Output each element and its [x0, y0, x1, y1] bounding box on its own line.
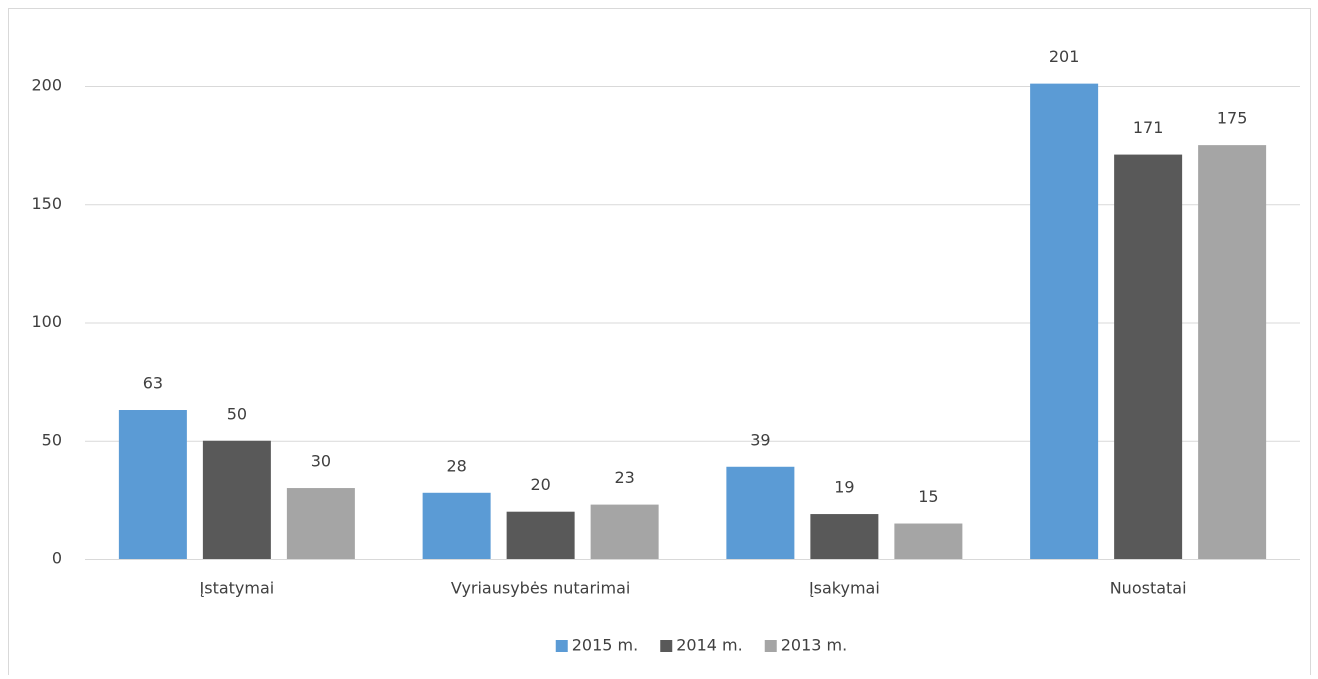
y-tick-label: 200 — [31, 76, 62, 95]
x-tick-label: Nuostatai — [1110, 579, 1187, 598]
data-label: 63 — [143, 374, 163, 393]
data-label: 19 — [834, 478, 854, 497]
bar — [726, 466, 795, 559]
bar — [422, 492, 491, 559]
y-tick-label: 100 — [31, 312, 62, 331]
bar — [286, 488, 355, 559]
x-tick-label: Įsakymai — [809, 579, 880, 598]
legend-label: 2013 m. — [781, 636, 847, 655]
data-label: 175 — [1217, 109, 1248, 128]
data-label: 30 — [311, 452, 331, 471]
legend-swatch — [660, 640, 673, 652]
y-tick-label: 50 — [42, 430, 62, 449]
bar — [118, 410, 187, 559]
data-label: 28 — [446, 456, 466, 475]
y-tick-label: 0 — [52, 549, 62, 568]
bar — [590, 504, 659, 559]
data-label: 201 — [1049, 47, 1080, 66]
legend-label: 2014 m. — [676, 636, 742, 655]
y-tick-label: 150 — [31, 194, 62, 213]
data-label: 15 — [918, 487, 938, 506]
data-label: 50 — [227, 404, 247, 423]
bar — [1114, 154, 1183, 559]
x-tick-label: Vyriausybės nutarimai — [451, 579, 630, 598]
data-label: 39 — [750, 430, 770, 449]
chart-frame — [8, 8, 1311, 679]
bar — [1198, 145, 1267, 559]
bar — [810, 514, 879, 559]
legend-swatch — [764, 640, 777, 652]
bar — [506, 511, 575, 559]
data-label: 23 — [614, 468, 634, 487]
data-label: 171 — [1133, 118, 1164, 137]
bar — [202, 440, 271, 559]
x-tick-label: Įstatymai — [200, 579, 275, 598]
bar — [894, 523, 963, 559]
legend-label: 2015 m. — [572, 636, 638, 655]
data-label: 20 — [530, 475, 550, 494]
bar — [1030, 83, 1099, 559]
legend-swatch — [555, 640, 568, 652]
